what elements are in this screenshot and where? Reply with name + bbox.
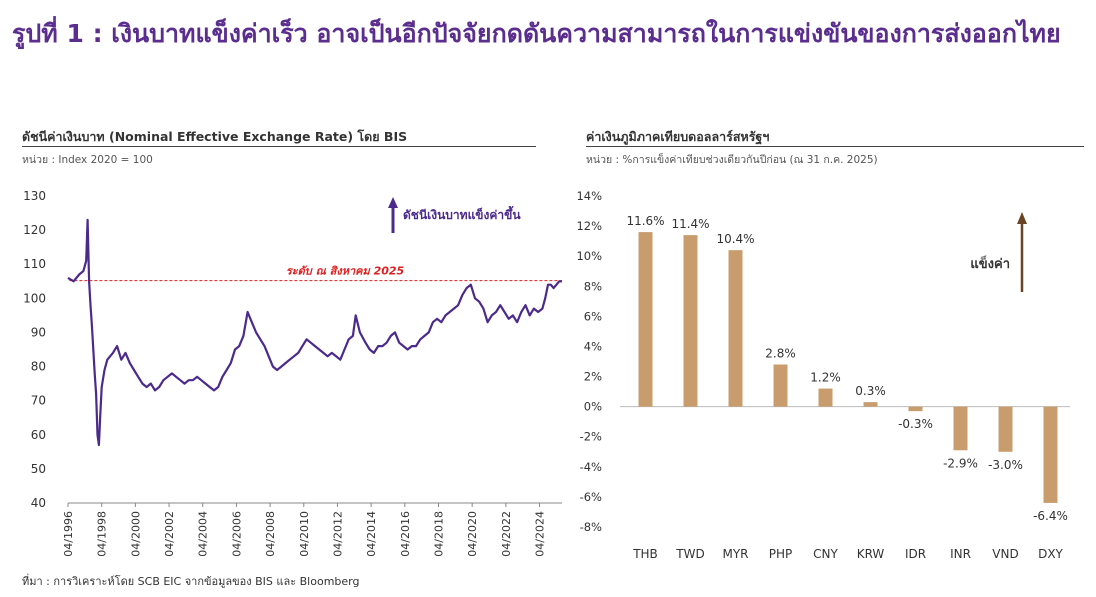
fx-category-label: KRW (857, 547, 885, 561)
figure-title: รูปที่ 1 : เงินบาทแข็งค่าเร็ว อาจเป็นอีก… (12, 19, 1061, 48)
fx-category-label: THB (632, 547, 658, 561)
fx-category-label: TWD (675, 547, 704, 561)
neer-chart-title: ดัชนีค่าเงินบาท (Nominal Effective Excha… (22, 129, 408, 144)
fx-category-label: MYR (722, 547, 748, 561)
fx-bar (998, 406, 1013, 452)
fx-category-label: INR (950, 547, 971, 561)
neer-y-tick-label: 50 (31, 462, 46, 476)
fx-category-label: CNY (813, 547, 838, 561)
fx-chart-subtitle: หน่วย : %การแข็งค่าเทียบช่วงเดียวกันปีก่… (586, 154, 878, 166)
fx-y-tick-label: -6% (580, 490, 602, 504)
fx-category-label: IDR (905, 547, 926, 561)
neer-y-tick-label: 70 (31, 394, 46, 408)
fx-y-tick-label: 14% (576, 189, 602, 203)
neer-y-tick-label: 60 (31, 428, 46, 442)
fx-bar (1043, 406, 1058, 503)
fx-bar-value-label: -0.3% (898, 417, 933, 431)
neer-up-arrow-icon (388, 197, 398, 208)
fx-bar (683, 235, 698, 407)
neer-y-tick-label: 130 (23, 189, 46, 203)
fx-y-tick-label: 12% (576, 219, 602, 233)
source-note: ที่มา : การวิเคราะห์โดย SCB EIC จากข้อมู… (22, 575, 360, 588)
neer-y-tick-label: 90 (31, 325, 46, 339)
neer-x-tick-label: 04/2000 (129, 511, 142, 557)
neer-x-tick-label: 04/2010 (298, 511, 311, 557)
fx-bar (728, 250, 743, 407)
fx-y-tick-label: 10% (576, 249, 602, 263)
neer-strengthen-label: ดัชนีเงินบาทแข็งค่าขึ้น (403, 205, 521, 222)
fx-bar (908, 406, 923, 412)
neer-line-chart: 40 50 60 70 80 90 100 110 120 130 04/1996 04/1998 04… (23, 189, 562, 557)
fx-y-tick-label: 8% (584, 279, 602, 293)
fx-bar (953, 406, 968, 451)
fx-bar-value-label: -2.9% (943, 456, 978, 470)
fx-y-tick-label: 6% (584, 309, 602, 323)
neer-title-rule (22, 146, 536, 147)
neer-chart-subtitle: หน่วย : Index 2020 = 100 (22, 154, 153, 166)
neer-x-tick-label: 04/2024 (534, 511, 547, 557)
neer-x-tick-label: 04/1998 (96, 511, 109, 557)
neer-x-tick-label: 04/2022 (500, 511, 513, 557)
fx-y-tick-label: -2% (580, 430, 602, 444)
neer-x-tick-label: 04/2008 (264, 511, 277, 557)
neer-x-tick-label: 04/2014 (365, 511, 378, 557)
fx-y-tick-label: 0% (584, 400, 602, 414)
fx-bar-value-label: -3.0% (988, 458, 1023, 472)
fx-bar-value-label: 0.3% (855, 384, 886, 398)
fx-category-label: DXY (1038, 547, 1063, 561)
neer-y-tick-label: 110 (23, 257, 46, 271)
fx-category-label: PHP (769, 547, 793, 561)
fx-bar (773, 364, 788, 407)
neer-y-tick-label: 100 (23, 291, 46, 305)
fx-bar (818, 388, 833, 407)
reference-level-label: ระดับ ณ สิงหาคม 2025 (286, 265, 405, 278)
fx-bar-value-label: -6.4% (1033, 509, 1068, 523)
fx-bar (638, 232, 653, 407)
neer-x-tick-label: 04/2006 (230, 511, 243, 557)
fx-bar (863, 402, 878, 407)
neer-x-tick-label: 04/2016 (399, 511, 412, 557)
fx-bar-value-label: 10.4% (716, 232, 754, 246)
fx-chart-title: ค่าเงินภูมิภาคเทียบดอลลาร์สหรัฐฯ (586, 129, 770, 144)
fx-y-tick-label: 2% (584, 370, 602, 384)
neer-x-tick-label: 04/2004 (197, 511, 210, 557)
fx-y-tick-label: 4% (584, 339, 602, 353)
fx-bar-value-label: 2.8% (765, 347, 796, 361)
neer-x-tick-label: 04/2020 (466, 511, 479, 557)
neer-x-tick-label: 04/2012 (331, 511, 344, 557)
neer-x-tick-label: 04/2018 (433, 511, 446, 557)
fx-up-arrow-icon (1017, 212, 1027, 224)
fx-bar-value-label: 1.2% (810, 371, 841, 385)
fx-bar-value-label: 11.6% (626, 214, 664, 228)
fx-bar-chart: -8% -6% -4% -2% 0% 2% 4% 6% 8% 10% 12% 14% 11.6% THB 1… (576, 189, 1070, 561)
neer-x-tick-label: 04/2002 (163, 511, 176, 557)
neer-y-tick-label: 40 (31, 496, 46, 510)
fx-y-tick-label: -4% (580, 460, 602, 474)
neer-x-tick-label: 04/1996 (62, 511, 75, 557)
fx-y-tick-label: -8% (580, 520, 602, 534)
neer-y-tick-label: 120 (23, 223, 46, 237)
fx-category-label: VND (992, 547, 1018, 561)
neer-y-tick-label: 80 (31, 360, 46, 374)
fx-strengthen-label: แข็งค่า (970, 254, 1010, 272)
fx-title-rule (586, 146, 1084, 147)
neer-series-line (67, 218, 562, 447)
fx-bar-value-label: 11.4% (671, 217, 709, 231)
